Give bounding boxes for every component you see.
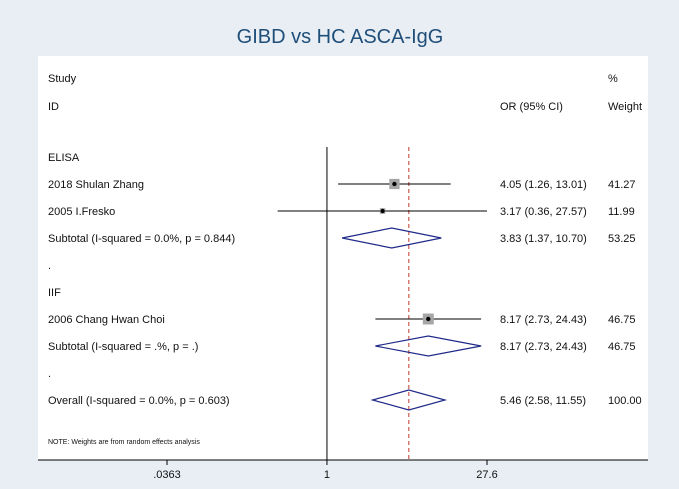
- header-id: ID: [48, 101, 59, 113]
- x-tick-label: 27.6: [476, 469, 497, 481]
- weight-text: 11.99: [608, 206, 635, 218]
- chart-marks: [277, 147, 487, 460]
- row-label: 2018 Shulan Zhang: [48, 179, 144, 191]
- weight-text: 46.75: [608, 314, 636, 326]
- row-labels: ELISA 2018 Shulan Zhang 4.05 (1.26, 13.01)…: [48, 152, 642, 407]
- header-percent: %: [608, 73, 618, 85]
- point-estimate: [392, 181, 397, 187]
- weight-text: 53.25: [608, 233, 636, 245]
- row-label: Subtotal (I-squared = .%, p = .): [48, 341, 198, 353]
- subtotal-diamond: [342, 227, 442, 249]
- row-label: Subtotal (I-squared = 0.0%, p = 0.844): [48, 233, 235, 245]
- weight-text: 46.75: [608, 341, 636, 353]
- header-effect: OR (95% CI): [500, 101, 563, 113]
- point-estimate: [426, 316, 431, 322]
- row-label: 2006 Chang Hwan Choi: [48, 314, 165, 326]
- footnote: NOTE: Weights are from random effects an…: [48, 439, 200, 446]
- header-study: Study: [48, 73, 77, 85]
- header-weight: Weight: [608, 101, 642, 113]
- point-estimate: [380, 208, 385, 214]
- effect-estimate-text: 3.83 (1.37, 10.70): [500, 233, 587, 245]
- weight-text: 100.00: [608, 395, 642, 407]
- effect-estimate-text: 5.46 (2.58, 11.55): [500, 395, 586, 407]
- row-label: ELISA: [48, 152, 80, 164]
- x-tick-label: 1: [324, 469, 330, 481]
- row-label: .: [48, 260, 51, 272]
- x-axis-ticks: .0363 1 27.6: [153, 460, 498, 481]
- effect-estimate-text: 3.17 (0.36, 27.57): [500, 206, 587, 218]
- plot-area: [38, 56, 648, 460]
- effect-estimate-text: 8.17 (2.73, 24.43): [500, 341, 587, 353]
- overall-diamond: [370, 389, 448, 411]
- chart-title: GIBD vs HC ASCA-IgG: [237, 26, 444, 48]
- x-tick-label: .0363: [153, 469, 181, 481]
- subtotal-diamond: [375, 335, 482, 357]
- weight-text: 41.27: [608, 179, 636, 191]
- row-label: Overall (I-squared = 0.0%, p = 0.603): [48, 395, 230, 407]
- row-label: IIF: [48, 287, 61, 299]
- effect-estimate-text: 4.05 (1.26, 13.01): [500, 179, 587, 191]
- effect-estimate-text: 8.17 (2.73, 24.43): [500, 314, 587, 326]
- row-label: 2005 I.Fresko: [48, 206, 115, 218]
- row-label: .: [48, 368, 51, 380]
